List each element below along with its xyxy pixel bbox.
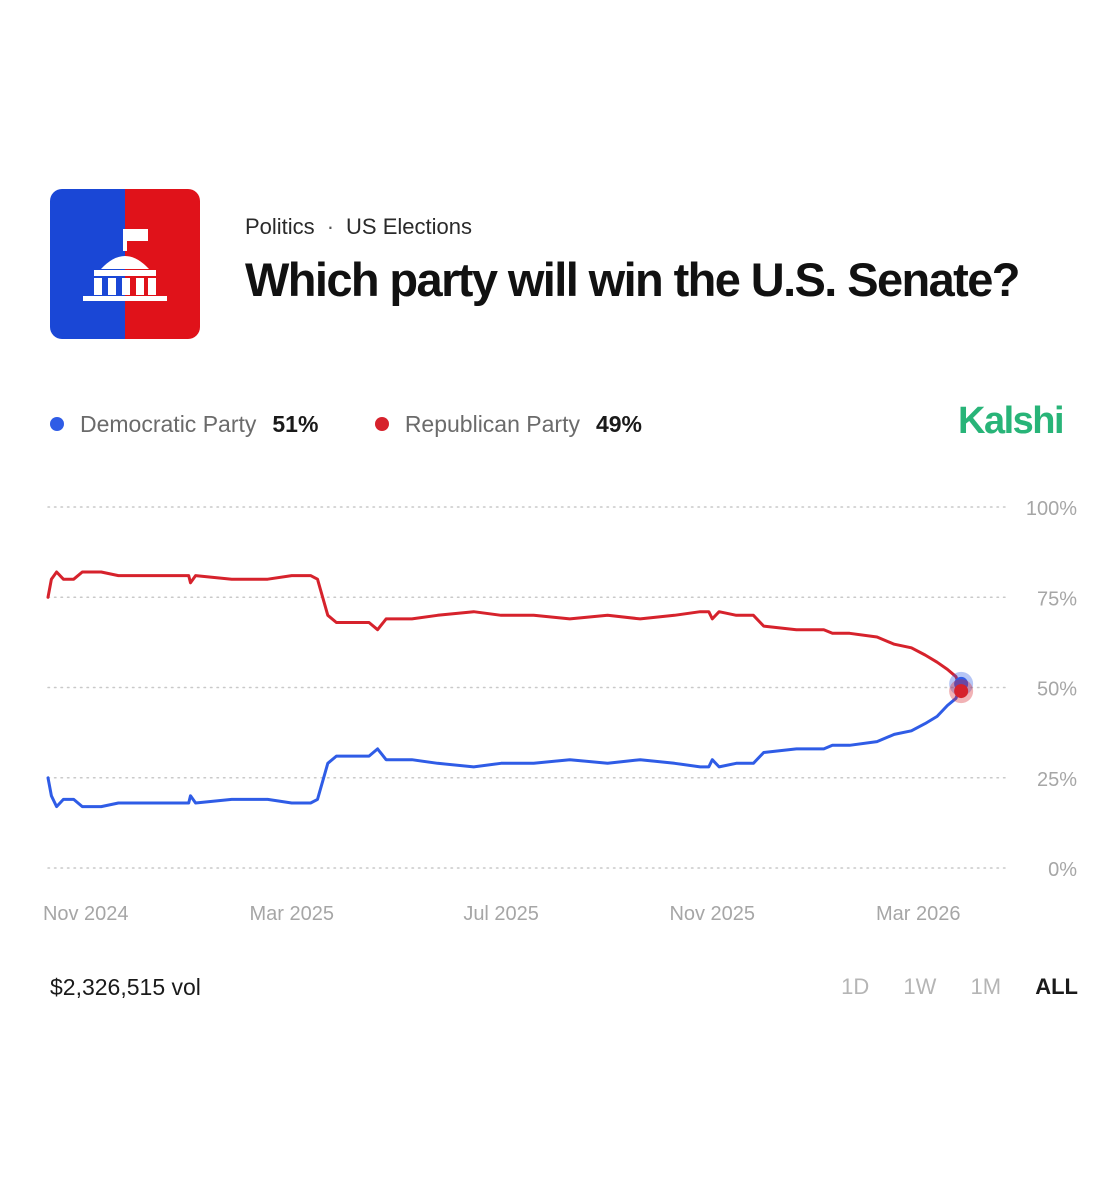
- breadcrumb: Politics · US Elections: [245, 214, 472, 240]
- time-range-selector: 1D 1W 1M ALL: [813, 974, 1078, 1000]
- x-tick-label: Mar 2025: [249, 903, 334, 925]
- legend-name-democratic: Democratic Party: [80, 410, 257, 437]
- x-tick-label: Jul 2025: [463, 903, 539, 925]
- legend-entry-democratic[interactable]: Democratic Party 51%: [50, 411, 318, 438]
- chart-legend: Democratic Party 51% Republican Party 49…: [50, 410, 692, 438]
- x-tick-label: Mar 2026: [876, 903, 961, 925]
- end-marker-republican[interactable]: [954, 684, 969, 699]
- range-button-1m[interactable]: 1M: [970, 974, 1002, 999]
- y-tick-label: 25%: [1037, 769, 1077, 791]
- capitol-building-icon: [50, 189, 200, 339]
- x-tick-label: Nov 2025: [669, 903, 755, 925]
- y-tick-label: 0%: [1048, 859, 1077, 881]
- legend-value-republican: 49%: [595, 410, 643, 437]
- x-axis-ticks: Nov 2024 Mar 2025 Jul 2025 Nov 2025 Mar 2026: [43, 903, 961, 925]
- legend-swatch-democratic: [50, 417, 64, 431]
- page-title: Which party will win the U.S. Senate?: [245, 253, 1020, 306]
- legend-entry-republican[interactable]: Republican Party 49%: [374, 410, 643, 438]
- legend-swatch-republican: [374, 417, 389, 431]
- y-tick-label: 100%: [1026, 498, 1077, 520]
- breadcrumb-us-elections[interactable]: US Elections: [346, 214, 472, 239]
- market-logo: [50, 189, 200, 339]
- legend-name-republican: Republican Party: [404, 410, 580, 437]
- legend-value-democratic: 51%: [272, 410, 319, 437]
- breadcrumb-politics[interactable]: Politics: [245, 214, 315, 239]
- y-tick-label: 75%: [1037, 588, 1077, 610]
- range-button-1w[interactable]: 1W: [903, 974, 937, 999]
- chart-series: [46, 570, 963, 809]
- chart-grid: [47, 506, 1011, 869]
- y-tick-label: 50%: [1037, 679, 1077, 701]
- y-axis-ticks: 0% 25% 50% 75% 100%: [1026, 498, 1077, 881]
- kalshi-logo[interactable]: Kalshi: [958, 400, 1065, 442]
- x-tick-label: Nov 2024: [43, 903, 129, 925]
- series-line-democratic[interactable]: [46, 682, 963, 809]
- range-button-all[interactable]: ALL: [1035, 974, 1078, 999]
- probability-line-chart: 0% 25% 50% 75% 100% Nov 2024 Mar 2025 Jul 2025…: [43, 498, 1077, 925]
- series-line-republican[interactable]: [46, 570, 963, 693]
- trading-volume: $2,326,515 vol: [50, 974, 201, 1000]
- end-markers: [949, 671, 974, 704]
- breadcrumb-separator: ·: [326, 214, 335, 239]
- range-button-1d[interactable]: 1D: [841, 974, 870, 999]
